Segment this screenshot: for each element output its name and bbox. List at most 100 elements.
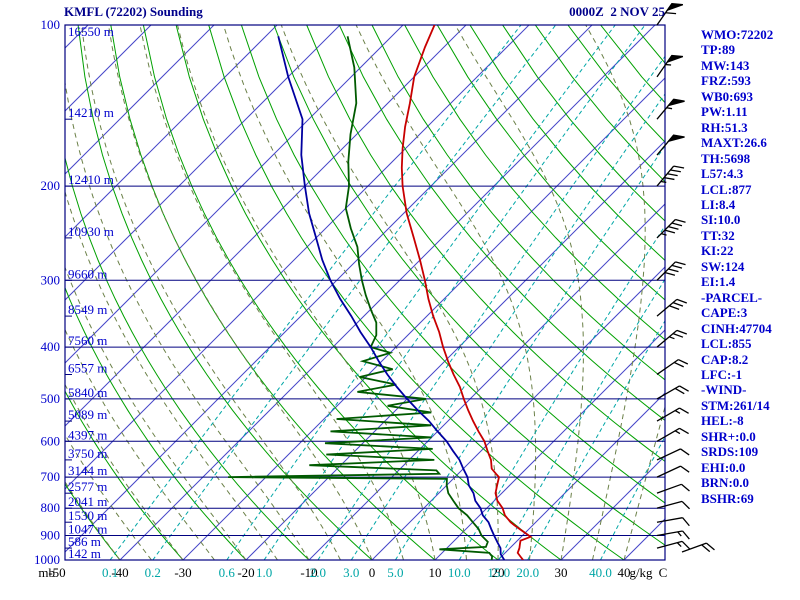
- isotherm-line: [182, 77, 665, 560]
- isotherm-line: [371, 266, 665, 560]
- mixing-ratio-label: 10.0: [448, 565, 471, 580]
- mixing-ratio-line: [527, 319, 665, 560]
- height-label: 5840 m: [68, 385, 107, 400]
- moist-adiabat-line: [65, 328, 215, 560]
- indices-panel: WMO:72202 TP:89 MW:143 FRZ:593 WB0:693 PW:1.1…: [701, 27, 773, 506]
- isotherm-line: [119, 25, 656, 560]
- dry-adiabat-line: [208, 25, 625, 560]
- pressure-label: 1000: [34, 552, 60, 567]
- chart-title: KMFL (72202) Sounding: [64, 4, 203, 19]
- moist-adiabat-line: [65, 480, 121, 560]
- mixing-ratio-label: 1.0: [256, 565, 272, 580]
- wind-barb: [656, 427, 689, 442]
- wind-barb: [656, 385, 689, 400]
- wind-barb: [656, 483, 690, 494]
- height-label: 4397 m: [68, 427, 107, 442]
- dry-adiabat-line: [65, 156, 310, 560]
- plot-border: [64, 24, 666, 561]
- index-line: WB0:693: [701, 88, 753, 104]
- moist-adiabat-line: [65, 266, 247, 560]
- height-label: 12410 m: [68, 172, 114, 187]
- parcel-trace: [277, 36, 506, 560]
- moist-adiabat-line: [65, 383, 184, 560]
- index-line: MW:143: [701, 57, 750, 73]
- mixing-ratio-label: 0.6: [219, 565, 236, 580]
- index-line: EI:1.4: [701, 274, 736, 290]
- pressure-label: 500: [41, 391, 61, 406]
- height-label: 1530 m: [68, 508, 107, 523]
- isotherm-line: [65, 25, 530, 490]
- wind-barb: [656, 54, 684, 78]
- chart-datetime: 0000Z 2 NOV 25: [569, 4, 665, 19]
- pressure-label: 300: [41, 272, 61, 287]
- pressure-label: 800: [41, 500, 61, 515]
- height-label: 5089 m: [68, 407, 107, 422]
- temp-tick-label: 30: [555, 565, 568, 580]
- moist-adiabat-line: [65, 79, 310, 560]
- isotherm-line: [65, 25, 404, 364]
- mixing-ratio-line: [350, 93, 665, 560]
- dry-adiabat-line: [469, 25, 665, 262]
- background-grid: [65, 25, 800, 560]
- dewpoint-trace: [228, 36, 494, 560]
- moist-adiabat-line: [65, 433, 152, 560]
- index-line: CAPE:3: [701, 305, 748, 321]
- dry-adiabat-line: [142, 25, 499, 560]
- temp-tick-label: -10: [300, 565, 317, 580]
- pressure-label: 400: [41, 339, 61, 354]
- height-label: 10930 m: [68, 224, 114, 239]
- pressure-label: 100: [41, 17, 61, 32]
- dry-adiabat-line: [65, 286, 247, 560]
- mixing-ratio-unit-label: g/kg: [629, 565, 653, 580]
- isotherm-line: [245, 140, 665, 560]
- index-line: LCL:855: [701, 336, 752, 352]
- dry-adiabat-line: [65, 482, 121, 560]
- height-labels: 16550 m 14210 m 12410 m 10930 m 9660 m 8549 m…: [65, 24, 114, 561]
- index-line: HEL:-8: [701, 413, 744, 429]
- pressure-label: 900: [41, 528, 61, 543]
- wind-barb: [656, 261, 686, 281]
- dry-adiabat-line: [306, 25, 665, 463]
- index-line: LFC:-1: [701, 366, 743, 382]
- temp-tick-labels: -50 -40 -30 -20 -10 0 10 20 30 40: [48, 565, 630, 580]
- wind-barb: [656, 517, 690, 527]
- temp-tick-label: 20: [492, 565, 505, 580]
- wind-barb: [656, 500, 690, 510]
- isotherms: [65, 25, 665, 560]
- dry-adiabat-line: [273, 25, 665, 504]
- dry-adiabat-line: [797, 25, 800, 560]
- temp-tick-label: -50: [48, 565, 65, 580]
- height-label: 2041 m: [68, 494, 107, 509]
- mixing-ratio-line: [317, 55, 665, 560]
- mixing-ratio-line: [109, 25, 522, 560]
- moist-adiabat-line: [355, 25, 537, 560]
- index-line: -WIND-: [701, 382, 747, 398]
- temp-unit-label: C: [659, 565, 668, 580]
- height-label: 9660 m: [68, 266, 107, 281]
- dry-adiabat-line: [338, 25, 665, 422]
- wind-barb: [656, 540, 690, 550]
- dry-adiabat-line: [436, 25, 665, 301]
- pressure-unit-label: mb: [38, 565, 55, 580]
- mixing-ratio-label: 0.2: [145, 565, 161, 580]
- index-line: PW:1.11: [701, 104, 748, 120]
- index-line: WMO:72202: [701, 27, 774, 42]
- wind-barb: [656, 407, 689, 422]
- isotherm-line: [65, 25, 467, 427]
- temp-tick-label: -30: [174, 565, 191, 580]
- mixing-ratio-label: 2.0: [310, 565, 326, 580]
- index-line: SRDS:109: [701, 444, 759, 460]
- index-line: BRN:0.0: [701, 475, 750, 491]
- moist-adiabat-line: [177, 25, 436, 560]
- moist-adiabat-line: [108, 25, 373, 560]
- profile-traces: [228, 25, 533, 560]
- height-label: 142 m: [68, 546, 101, 561]
- index-line: LCL:877: [701, 181, 752, 197]
- moist-adiabats: [65, 25, 665, 560]
- index-line: EHI:0.0: [701, 459, 746, 475]
- isotherm-line: [65, 25, 278, 238]
- pressure-labels: 100 200 300 400 500 600 700 800 900 1000: [34, 17, 60, 567]
- height-label: 7560 m: [68, 333, 107, 348]
- temp-tick-label: -20: [237, 565, 254, 580]
